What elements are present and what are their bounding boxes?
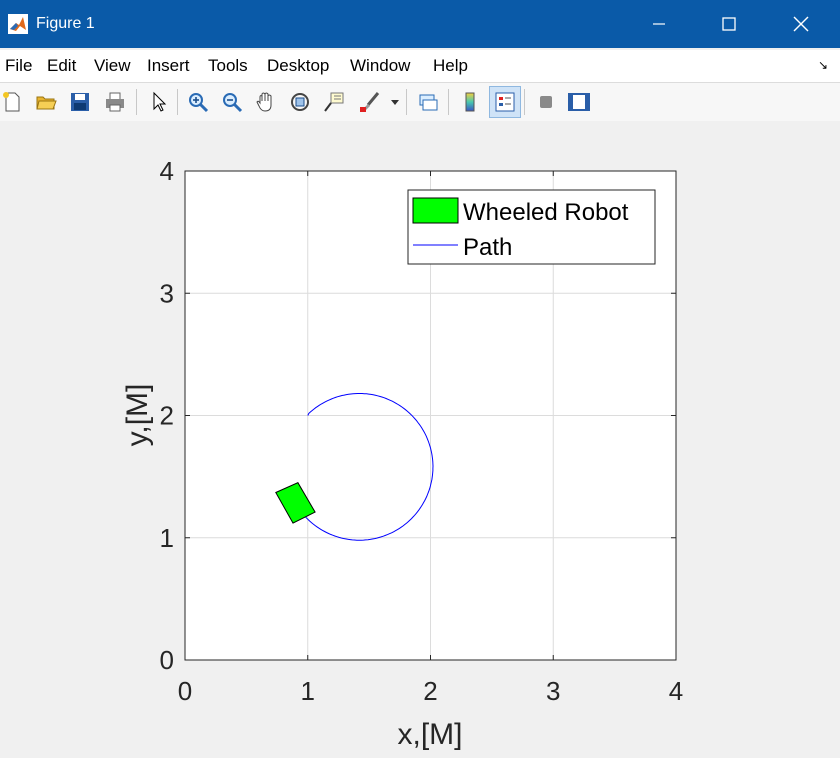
pointer-icon <box>153 91 167 112</box>
pan-button[interactable] <box>254 90 278 114</box>
brush-icon <box>360 92 380 112</box>
chevron-down-icon <box>391 100 399 105</box>
printer-icon <box>106 92 124 112</box>
hide-plot-tools-button[interactable] <box>534 90 558 114</box>
x-tick-label: 2 <box>423 676 437 706</box>
y-tick-label: 0 <box>160 645 174 675</box>
insert-legend-button[interactable] <box>489 86 521 118</box>
path-series-line <box>295 393 434 541</box>
link-plot-button[interactable] <box>416 90 440 114</box>
grid-lines <box>185 171 676 660</box>
toolbar-separator <box>406 89 407 115</box>
minimize-icon <box>653 23 665 25</box>
menu-insert[interactable]: Insert <box>147 56 190 75</box>
menu-desktop[interactable]: Desktop <box>267 56 330 75</box>
x-tick-label: 0 <box>178 676 192 706</box>
zoom-in-icon <box>189 93 209 113</box>
data-cursor-button[interactable] <box>322 90 346 114</box>
menu-tools[interactable]: Tools <box>208 56 248 75</box>
hand-icon <box>256 92 272 112</box>
y-tick-label: 2 <box>160 401 174 431</box>
zoom-out-button[interactable] <box>220 90 244 114</box>
open-file-button[interactable] <box>34 90 58 114</box>
x-tick-label: 1 <box>301 676 315 706</box>
rotate-3d-icon <box>291 93 309 111</box>
hide-plot-tools-icon <box>540 96 552 108</box>
toolbar-separator <box>177 89 178 115</box>
brush-dropdown-button[interactable] <box>388 90 402 114</box>
menu-view[interactable]: View <box>94 56 131 75</box>
wheeled-robot-shape <box>275 482 316 524</box>
brush-button[interactable] <box>357 90 381 114</box>
window-title: Figure 1 <box>36 15 95 32</box>
menu-bar: File Edit View Insert Tools Desktop Wind… <box>0 50 840 82</box>
legend[interactable]: Wheeled Robot Path <box>407 189 656 265</box>
new-file-icon <box>3 92 20 112</box>
axis-ticks: 0 1 2 3 4 0 1 2 3 4 <box>160 156 684 706</box>
colorbar-icon <box>465 92 475 112</box>
zoom-out-icon <box>223 93 243 113</box>
print-button[interactable] <box>103 90 127 114</box>
maximize-button[interactable] <box>706 0 752 48</box>
folder-open-icon <box>36 96 57 110</box>
y-axis-label: y,[M] <box>121 384 154 447</box>
save-icon <box>71 93 89 111</box>
menu-file[interactable]: File <box>5 56 33 75</box>
show-plot-tools-button[interactable] <box>567 90 591 114</box>
data-cursor-icon <box>324 92 344 112</box>
zoom-in-button[interactable] <box>186 90 210 114</box>
toolbar-separator <box>448 89 449 115</box>
maximize-icon <box>722 17 736 31</box>
legend-swatch-robot <box>412 197 459 224</box>
link-plot-icon <box>419 94 438 111</box>
matlab-icon <box>8 14 28 34</box>
close-button[interactable] <box>778 0 824 48</box>
rotate-3d-button[interactable] <box>288 90 312 114</box>
plot-svg[interactable]: 0 1 2 3 4 0 1 2 3 4 x,[M] y,[M] Wheeled Robot Pat… <box>0 121 840 753</box>
insert-colorbar-button[interactable] <box>458 90 482 114</box>
toolbar-separator <box>524 89 525 115</box>
menu-help[interactable]: Help <box>433 56 468 75</box>
save-button[interactable] <box>68 90 92 114</box>
close-icon <box>793 16 809 32</box>
show-plot-tools-icon <box>568 93 590 111</box>
legend-label-path: Path <box>463 234 512 261</box>
figure-toolbar <box>0 82 840 122</box>
new-figure-button[interactable] <box>0 90 24 114</box>
x-tick-label: 3 <box>546 676 560 706</box>
x-tick-label: 4 <box>669 676 683 706</box>
minimize-button[interactable] <box>636 0 682 48</box>
legend-icon <box>495 92 515 112</box>
figure-canvas: 0 1 2 3 4 0 1 2 3 4 x,[M] y,[M] Wheeled Robot Pat… <box>0 121 840 753</box>
toolbar-separator <box>136 89 137 115</box>
legend-label-robot: Wheeled Robot <box>463 199 629 226</box>
y-tick-label: 1 <box>160 523 174 553</box>
menu-window[interactable]: Window <box>350 56 411 75</box>
y-tick-label: 3 <box>160 278 174 308</box>
window-titlebar[interactable]: Figure 1 <box>0 0 840 48</box>
edit-plot-button[interactable] <box>147 90 171 114</box>
x-axis-label: x,[M] <box>398 718 463 751</box>
y-tick-label: 4 <box>160 156 174 186</box>
menu-edit[interactable]: Edit <box>47 56 77 75</box>
menu-expand-icon[interactable]: ↘ <box>818 58 829 72</box>
